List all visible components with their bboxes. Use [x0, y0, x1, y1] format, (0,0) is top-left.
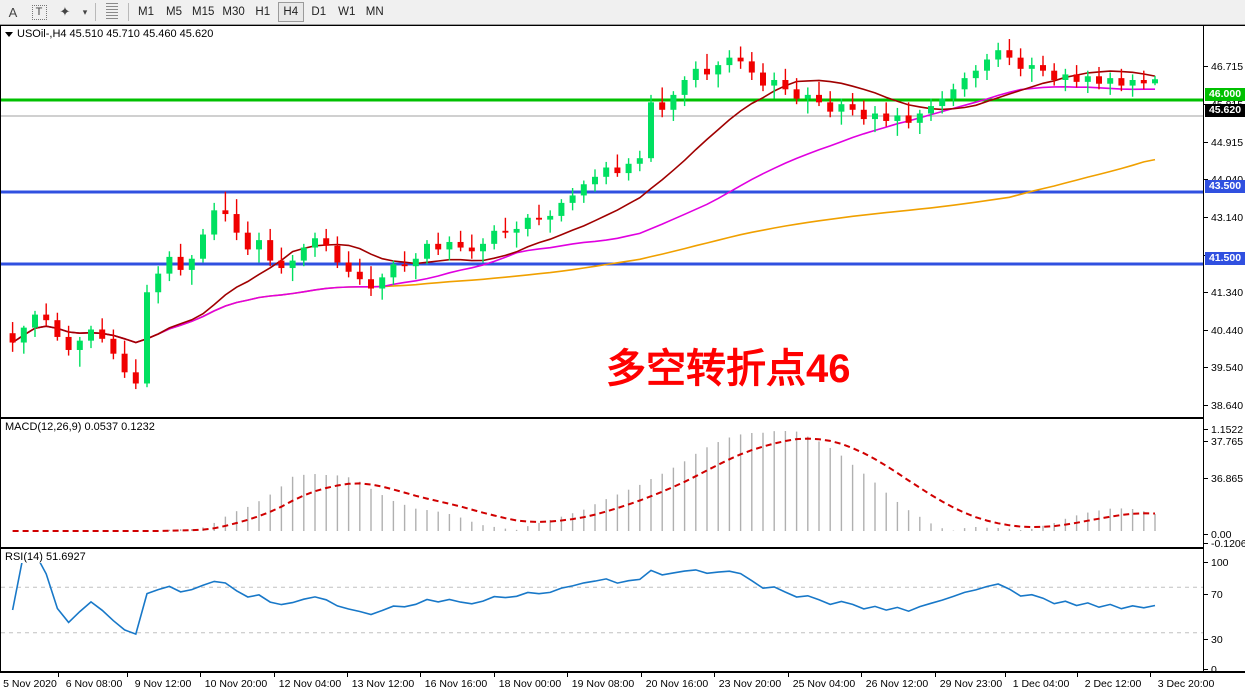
- toolbar-divider-2: [128, 3, 129, 21]
- time-label: 12 Nov 04:00: [278, 678, 342, 690]
- rsi-tick-0: 0: [1204, 664, 1245, 676]
- time-tick-mark: [1077, 673, 1078, 677]
- time-tick-mark: [274, 673, 275, 677]
- time-label: 18 Nov 00:00: [498, 678, 562, 690]
- time-tick-mark: [494, 673, 495, 677]
- time-label: 19 Nov 08:00: [571, 678, 635, 690]
- price-tick-38640: 38.640: [1204, 400, 1245, 412]
- price-tick-41340: 41.340: [1204, 287, 1245, 299]
- time-tick-mark: [58, 673, 59, 677]
- price-tick-36865: 36.865: [1204, 473, 1245, 485]
- time-label: 6 Nov 08:00: [65, 678, 123, 690]
- toolbar-divider: [95, 3, 96, 21]
- rsi-tick-100: 100: [1204, 557, 1245, 569]
- macd-chart-svg: [12, 431, 1156, 532]
- level-badge-43500[interactable]: 43.500: [1205, 180, 1245, 193]
- time-tick-mark: [347, 673, 348, 677]
- time-tick-mark: [788, 673, 789, 677]
- rsi-tick-70: 70: [1204, 589, 1245, 601]
- time-label: 25 Nov 04:00: [792, 678, 856, 690]
- time-label: 23 Nov 20:00: [718, 678, 782, 690]
- price-tick-37765: 37.765: [1204, 436, 1245, 448]
- current-price-badge[interactable]: 45.620: [1205, 104, 1245, 117]
- time-tick-mark: [200, 673, 201, 677]
- timeframe-m15[interactable]: M15: [192, 6, 215, 18]
- price-tick-43140: 43.140: [1204, 212, 1245, 224]
- rsi-pane[interactable]: RSI(14) 51.6927: [0, 548, 1204, 672]
- timeframe-m1[interactable]: M1: [138, 6, 154, 18]
- time-label: 3 Dec 20:00: [1157, 678, 1215, 690]
- timeframe-mn[interactable]: MN: [365, 6, 384, 18]
- symbol-info-bar: USOil-,H4 45.510 45.710 45.460 45.620: [5, 28, 213, 40]
- time-axis: 5 Nov 2020 6 Nov 08:00 9 Nov 12:00 10 Nov 2…: [0, 672, 1245, 697]
- time-label: 13 Nov 12:00: [351, 678, 415, 690]
- time-tick-mark: [935, 673, 936, 677]
- time-label: 20 Nov 16:00: [645, 678, 709, 690]
- chart-area: USOil-,H4 45.510 45.710 45.460 45.620 多空…: [0, 25, 1245, 697]
- time-label: 2 Dec 12:00: [1084, 678, 1142, 690]
- time-tick-mark: [1150, 673, 1151, 677]
- timeframe-d1[interactable]: D1: [311, 6, 327, 18]
- timeframe-w1[interactable]: W1: [338, 6, 356, 18]
- collapse-triangle-icon[interactable]: [5, 31, 13, 37]
- rsi-tick-30: 30: [1204, 634, 1245, 646]
- time-tick-mark: [127, 673, 128, 677]
- timeframe-m30[interactable]: M30: [222, 6, 245, 18]
- time-label: 10 Nov 20:00: [204, 678, 268, 690]
- timeframe-h4[interactable]: H4: [277, 2, 304, 22]
- chart-annotation: 多空转折点46: [606, 347, 851, 391]
- time-label: 16 Nov 16:00: [424, 678, 488, 690]
- macd-tick-000: 0.00: [1204, 529, 1245, 541]
- level-badge-46000[interactable]: 46.000: [1205, 88, 1245, 101]
- price-tick-39540: 39.540: [1204, 362, 1245, 374]
- rsi-chart-svg: [1, 552, 1203, 636]
- macd-tick-01206: -0.1206: [1204, 538, 1245, 550]
- price-pane[interactable]: USOil-,H4 45.510 45.710 45.460 45.620 多空…: [0, 25, 1204, 418]
- macd-pane[interactable]: MACD(12,26,9) 0.0537 0.1232: [0, 418, 1204, 548]
- timeframe-h1[interactable]: H1: [255, 6, 271, 18]
- time-tick-mark: [641, 673, 642, 677]
- time-label: 9 Nov 12:00: [134, 678, 192, 690]
- time-tick-mark: [420, 673, 421, 677]
- rsi-label: RSI(14) 51.6927: [5, 551, 89, 563]
- timeframe-m5[interactable]: M5: [166, 6, 182, 18]
- price-chart-svg: [1, 39, 1203, 390]
- text-tool-icon[interactable]: A: [8, 4, 18, 20]
- time-label: 26 Nov 12:00: [865, 678, 929, 690]
- text-label-tool-icon[interactable]: T: [26, 1, 52, 24]
- macd-tick-11522: 1.1522: [1204, 424, 1245, 436]
- price-tick-46715: 46.715: [1204, 61, 1245, 73]
- shapes-dropdown-arrow-icon[interactable]: ▾: [82, 6, 88, 17]
- time-tick-mark: [861, 673, 862, 677]
- time-tick-mark: [1005, 673, 1006, 677]
- macd-label: MACD(12,26,9) 0.0537 0.1232: [5, 421, 158, 433]
- shapes-tool-icon[interactable]: ✦: [59, 4, 71, 19]
- time-tick-mark: [567, 673, 568, 677]
- symbol-info-text: USOil-,H4 45.510 45.710 45.460 45.620: [17, 28, 214, 40]
- fibonacci-tool-icon[interactable]: [99, 1, 125, 24]
- time-label: 1 Dec 04:00: [1012, 678, 1070, 690]
- price-tick-40440: 40.440: [1204, 325, 1245, 337]
- time-tick-mark: [714, 673, 715, 677]
- price-axis[interactable]: 46.71545.81544.91544.04043.14042.24041.3…: [1204, 25, 1245, 676]
- time-label: 29 Nov 23:00: [939, 678, 1003, 690]
- price-tick-44915: 44.915: [1204, 137, 1245, 149]
- level-badge-41500[interactable]: 41.500: [1205, 252, 1245, 265]
- time-label: 5 Nov 2020: [3, 678, 57, 690]
- main-toolbar: A T ✦ ▾ M1 M5 M15 M30 H1 H4 D1 W1 MN: [0, 0, 1245, 25]
